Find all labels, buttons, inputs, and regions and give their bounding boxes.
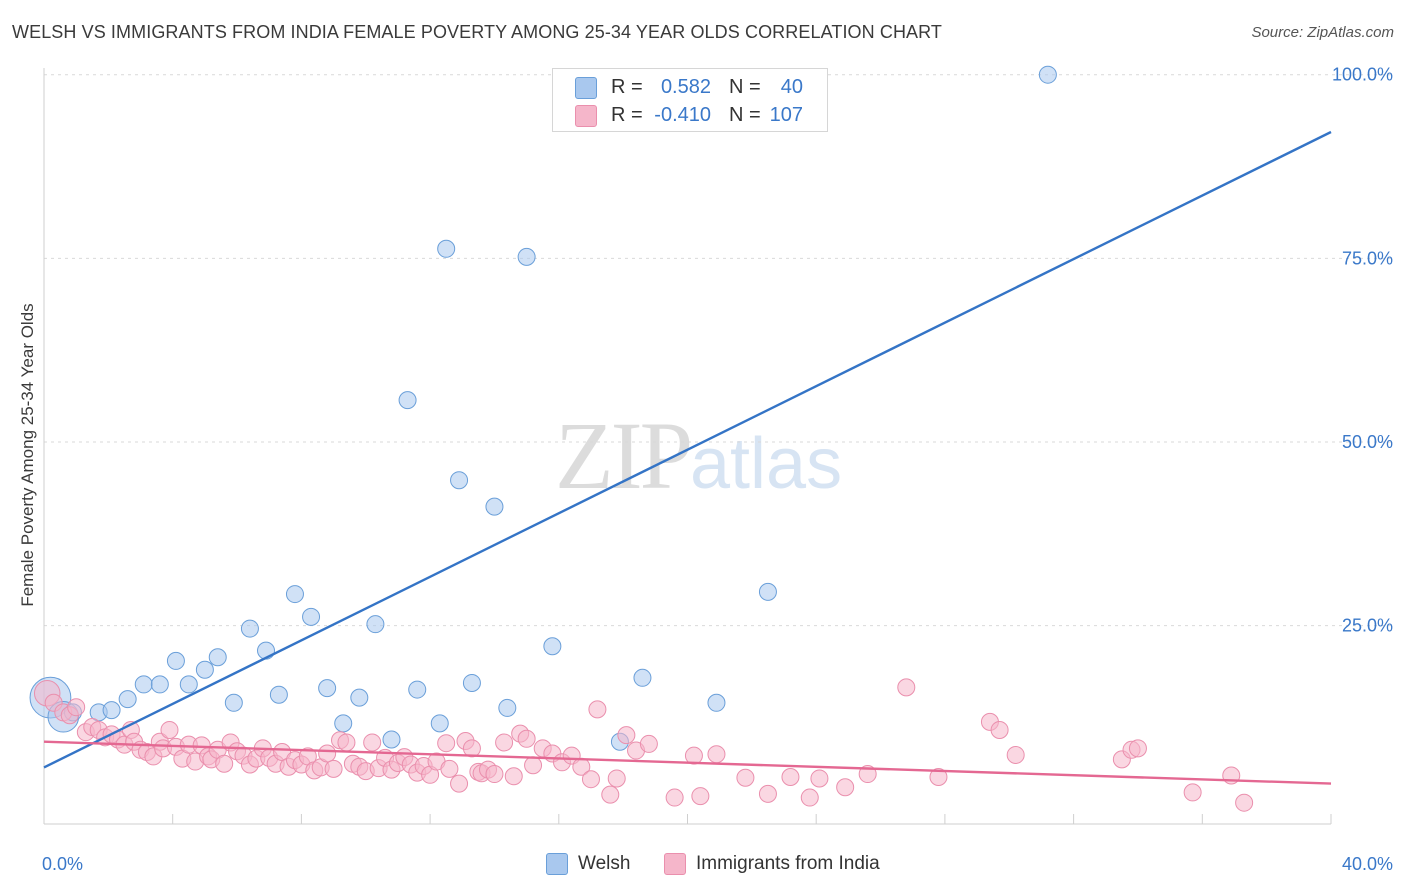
welsh-point — [518, 248, 535, 265]
india-point — [582, 771, 599, 788]
india-point — [898, 679, 915, 696]
india-swatch — [575, 105, 597, 127]
india-point — [666, 789, 683, 806]
welsh-point — [225, 694, 242, 711]
welsh-point — [180, 676, 197, 693]
y-tick-label: 100.0% — [1332, 65, 1393, 85]
india-point — [737, 769, 754, 786]
legend-row-india: R = -0.410 N = 107 — [553, 100, 827, 130]
welsh-point — [409, 681, 426, 698]
welsh-point — [286, 586, 303, 603]
welsh-point — [103, 702, 120, 719]
welsh-point — [167, 652, 184, 669]
india-point — [216, 755, 233, 772]
india-point — [589, 701, 606, 718]
welsh-point — [209, 649, 226, 666]
welsh-point — [119, 691, 136, 708]
welsh-point — [438, 240, 455, 257]
india-point — [837, 779, 854, 796]
n-label: N = — [729, 76, 761, 99]
welsh-legend-label: Welsh — [578, 853, 630, 875]
india-point — [708, 746, 725, 763]
welsh-point — [335, 715, 352, 732]
welsh-point — [463, 674, 480, 691]
india-point — [441, 760, 458, 777]
india-point — [692, 788, 709, 805]
india-point — [161, 721, 178, 738]
india-legend-swatch — [664, 853, 686, 875]
india-point — [759, 785, 776, 802]
grid-lines — [44, 75, 1391, 626]
welsh-point — [499, 699, 516, 716]
welsh-point — [431, 715, 448, 732]
n-value: 40 — [763, 76, 803, 99]
welsh-point — [351, 689, 368, 706]
welsh-point — [303, 608, 320, 625]
welsh-point — [196, 661, 213, 678]
welsh-point — [151, 676, 168, 693]
india-legend-label: Immigrants from India — [696, 853, 880, 875]
india-point — [782, 768, 799, 785]
r-label: R = — [611, 76, 643, 99]
welsh-point — [367, 616, 384, 633]
data-points — [30, 66, 1253, 811]
n-value: 107 — [763, 104, 803, 127]
welsh-point — [451, 472, 468, 489]
r-value: -0.410 — [645, 104, 711, 127]
welsh-point — [399, 392, 416, 409]
correlation-legend: R = 0.582 N = 40 R = -0.410 N = 107 — [552, 68, 828, 132]
trend-lines — [44, 132, 1331, 784]
india-point — [325, 760, 342, 777]
welsh-point — [383, 731, 400, 748]
india-point — [525, 757, 542, 774]
india-point — [801, 789, 818, 806]
india-point — [1007, 746, 1024, 763]
welsh-point — [135, 676, 152, 693]
india-point — [68, 699, 85, 716]
india-point — [319, 745, 336, 762]
welsh-point — [1039, 66, 1056, 83]
welsh-trend-line — [44, 132, 1331, 767]
legend-row-welsh: R = 0.582 N = 40 — [553, 72, 827, 102]
welsh-point — [241, 620, 258, 637]
welsh-point — [319, 680, 336, 697]
scatter-plot: 25.0% 50.0% 75.0% 100.0% 0.0% 40.0% — [0, 0, 1406, 892]
x-tick-label: 40.0% — [1342, 854, 1393, 874]
r-value: 0.582 — [645, 76, 711, 99]
india-point — [640, 735, 657, 752]
welsh-point — [708, 694, 725, 711]
welsh-point — [486, 498, 503, 515]
india-point — [451, 775, 468, 792]
welsh-swatch — [575, 77, 597, 99]
india-point — [496, 734, 513, 751]
x-tick-label: 0.0% — [42, 854, 83, 874]
r-label: R = — [611, 104, 643, 127]
india-point — [338, 734, 355, 751]
welsh-point — [270, 686, 287, 703]
india-point — [486, 766, 503, 783]
y-tick-label: 75.0% — [1342, 248, 1393, 268]
india-point — [1236, 794, 1253, 811]
n-label: N = — [729, 104, 761, 127]
india-point — [1129, 740, 1146, 757]
welsh-point — [634, 669, 651, 686]
india-point — [1184, 784, 1201, 801]
welsh-point — [544, 638, 561, 655]
india-point — [505, 768, 522, 785]
india-point — [438, 735, 455, 752]
india-point — [991, 721, 1008, 738]
welsh-point — [759, 583, 776, 600]
y-tick-label: 50.0% — [1342, 432, 1393, 452]
welsh-legend-swatch — [546, 853, 568, 875]
y-tick-label: 25.0% — [1342, 616, 1393, 636]
india-point — [811, 770, 828, 787]
india-point — [608, 770, 625, 787]
india-point — [618, 727, 635, 744]
india-point — [518, 730, 535, 747]
india-point — [602, 786, 619, 803]
india-point — [364, 734, 381, 751]
